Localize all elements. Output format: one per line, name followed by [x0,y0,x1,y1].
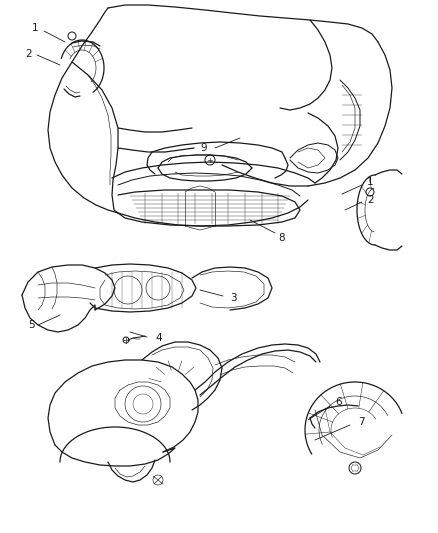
Text: 2: 2 [367,195,374,205]
Text: 7: 7 [358,417,364,427]
Text: 1: 1 [367,177,374,187]
Text: 4: 4 [155,333,162,343]
Text: 6: 6 [335,397,342,407]
Text: 5: 5 [28,320,35,330]
Text: 8: 8 [278,233,285,243]
Text: 3: 3 [230,293,237,303]
Text: 9: 9 [200,143,207,153]
Text: 1: 1 [32,23,39,33]
Text: 2: 2 [25,49,32,59]
